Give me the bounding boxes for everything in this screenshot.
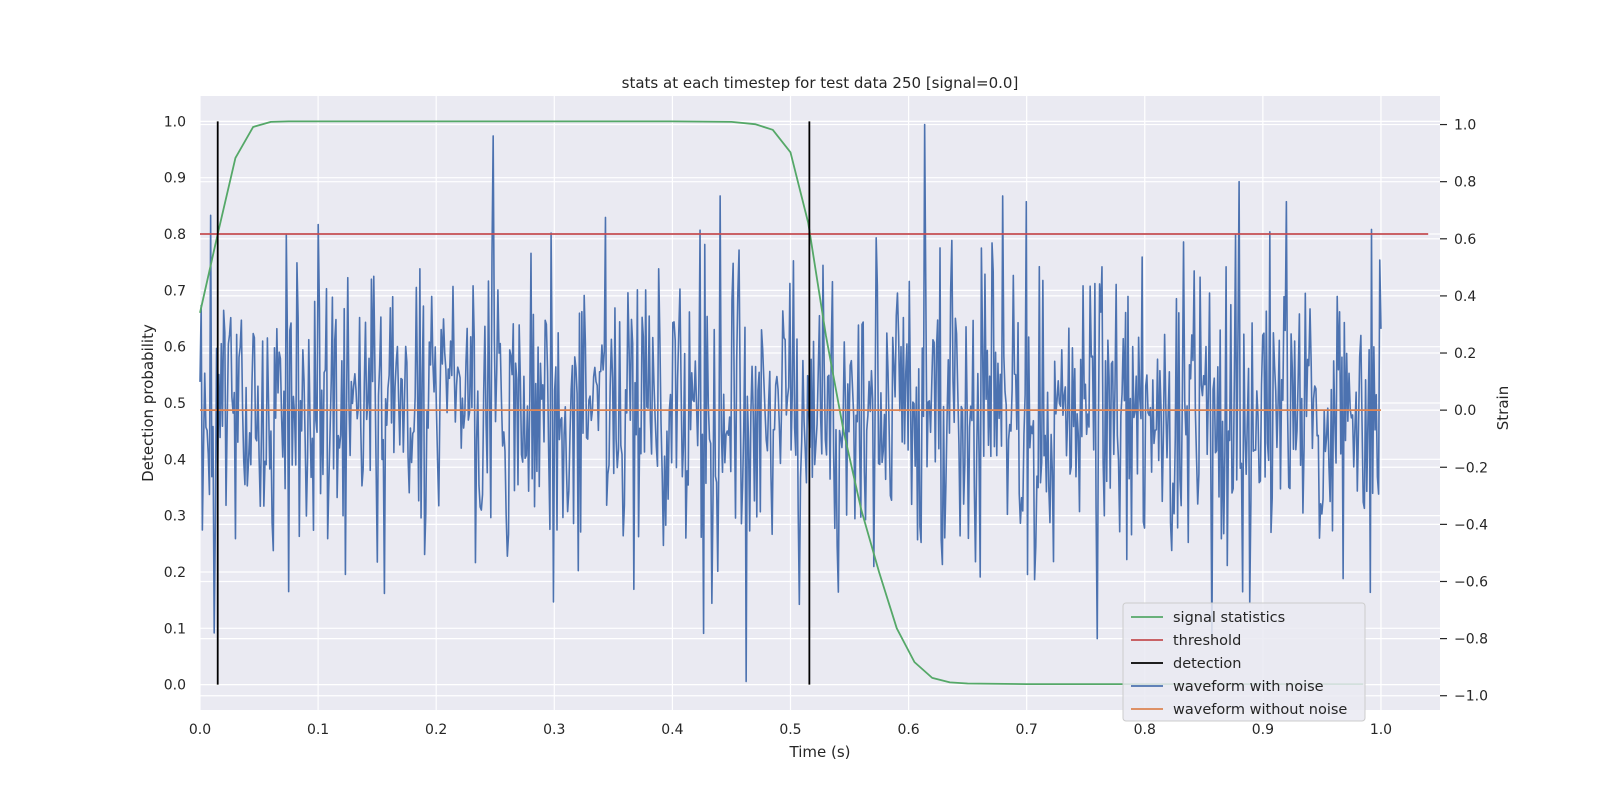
x-tick-label: 0.1 — [307, 722, 329, 738]
left-y-tick-label: 0.4 — [164, 452, 186, 468]
legend-label-waveform-without-noise: waveform without noise — [1173, 702, 1347, 718]
x-tick-label: 0.2 — [425, 722, 447, 738]
left-y-tick-label: 0.2 — [164, 565, 186, 581]
right-y-tick-label: −0.6 — [1454, 574, 1488, 590]
x-tick-label: 0.4 — [661, 722, 683, 738]
legend-label-waveform-with-noise: waveform with noise — [1173, 679, 1324, 695]
right-y-tick-label: 0.6 — [1454, 232, 1476, 248]
x-tick-label: 0.5 — [779, 722, 801, 738]
x-tick-label: 0.0 — [189, 722, 211, 738]
x-tick-label: 0.9 — [1252, 722, 1274, 738]
legend-entry-signal-statistics: signal statistics — [1131, 610, 1285, 626]
legend-frame — [1122, 602, 1366, 722]
right-y-tick-label: 1.0 — [1454, 118, 1476, 134]
left-y-tick-label: 0.9 — [164, 171, 186, 187]
chart-title: stats at each timestep for test data 250… — [622, 74, 1019, 92]
right-y-tick-label: −1.0 — [1454, 689, 1488, 705]
left-y-axis-label: Detection probability — [139, 324, 157, 482]
right-y-tick-label: −0.4 — [1454, 517, 1488, 533]
left-y-tick-label: 1.0 — [164, 114, 186, 130]
left-y-tick-labels: 0.0 0.1 0.2 0.3 0.4 0.5 0.6 0.7 0.8 0.9 1.0 — [164, 114, 186, 693]
legend-entry-waveform-without-noise: waveform without noise — [1131, 702, 1347, 718]
x-tick-label: 0.8 — [1134, 722, 1156, 738]
left-y-tick-label: 0.7 — [164, 283, 186, 299]
right-y-tick-label: −0.2 — [1454, 460, 1488, 476]
legend-entry-waveform-with-noise: waveform with noise — [1131, 679, 1324, 695]
legend-entry-detection: detection — [1131, 656, 1241, 672]
x-tick-label: 0.7 — [1016, 722, 1038, 738]
x-axis-label: Time (s) — [789, 743, 851, 761]
left-y-tick-label: 0.8 — [164, 227, 186, 243]
right-y-tick-label: 0.8 — [1454, 175, 1476, 191]
x-tick-label: 1.0 — [1370, 722, 1392, 738]
series-signal-statistics — [199, 120, 1364, 685]
series-waveform-with-noise — [199, 123, 1382, 683]
right-y-tick-label: 0.0 — [1454, 403, 1476, 419]
left-y-tick-label: 0.0 — [164, 678, 186, 694]
left-y-tick-label: 0.1 — [164, 621, 186, 637]
left-y-tick-label: 0.6 — [164, 340, 186, 356]
legend: signal statistics threshold detection wa… — [1122, 602, 1366, 722]
x-tick-label: 0.6 — [897, 722, 919, 738]
x-tick-labels: 0.0 0.1 0.2 0.3 0.4 0.5 0.6 0.7 0.8 0.9 1.0 — [189, 722, 1392, 738]
series-lines — [199, 120, 1429, 685]
legend-label-detection: detection — [1173, 656, 1241, 672]
right-y-tick-labels: −1.0 −0.8 −0.6 −0.4 −0.2 0.0 0.2 0.4 0.6 0.8 1.0 — [1440, 118, 1488, 705]
right-y-tick-label: 0.2 — [1454, 346, 1476, 362]
legend-entry-threshold: threshold — [1131, 633, 1241, 649]
right-y-tick-label: 0.4 — [1454, 289, 1476, 305]
legend-label-signal-statistics: signal statistics — [1173, 610, 1285, 626]
right-y-tick-label: −0.8 — [1454, 632, 1488, 648]
x-tick-label: 0.3 — [543, 722, 565, 738]
legend-label-threshold: threshold — [1173, 633, 1241, 649]
left-y-tick-label: 0.5 — [164, 396, 186, 412]
right-y-axis-label: Strain — [1494, 386, 1512, 430]
left-y-tick-label: 0.3 — [164, 509, 186, 525]
